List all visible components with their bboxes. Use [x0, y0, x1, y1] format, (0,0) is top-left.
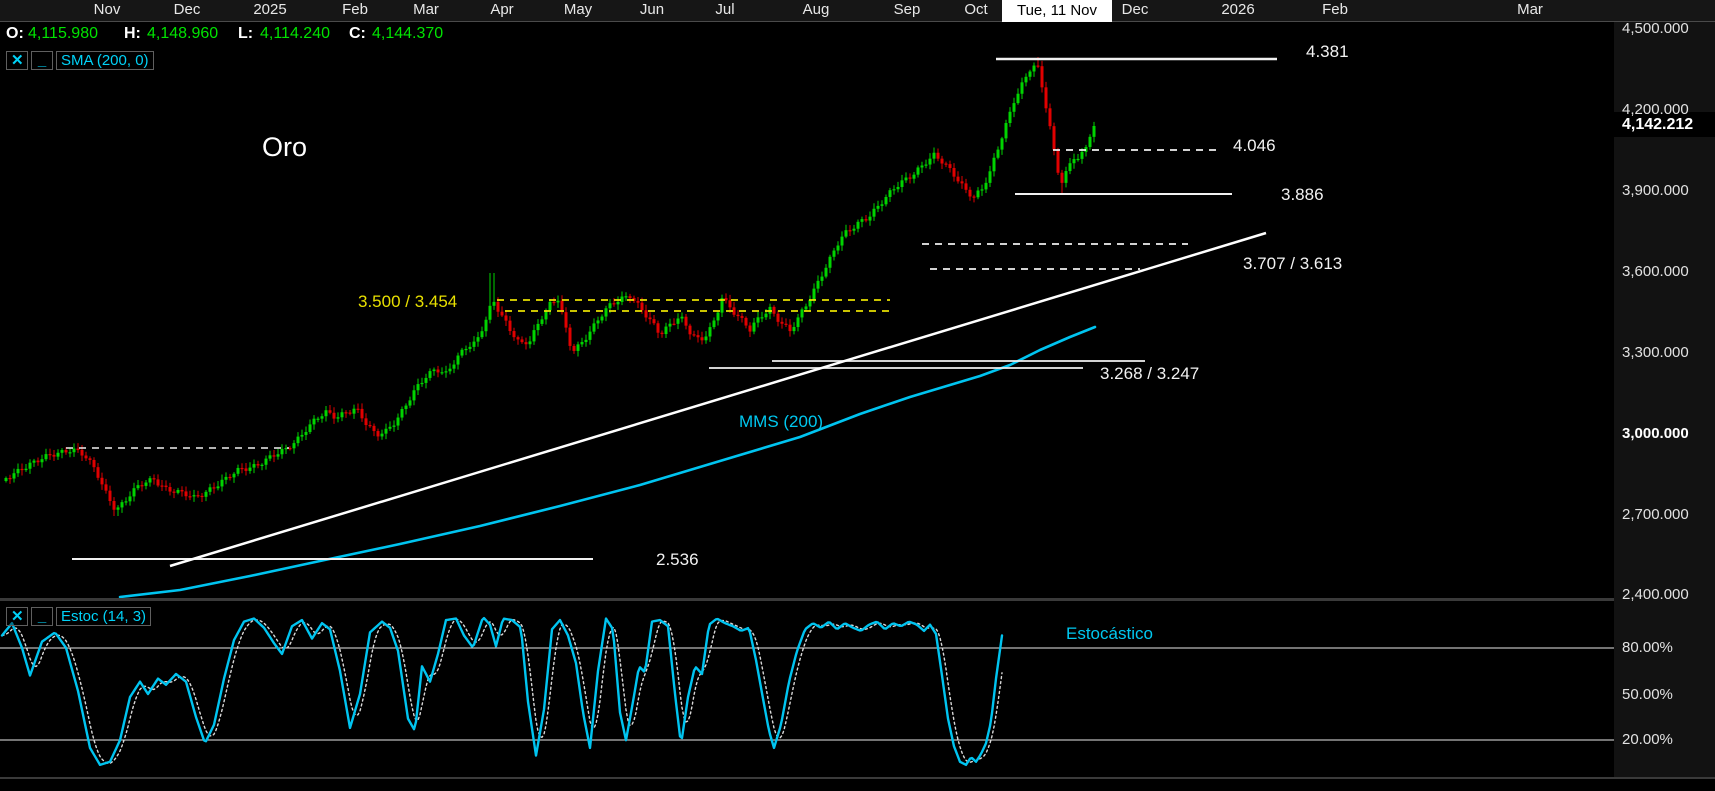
price-axis[interactable]: 4,142.212 4,500.000 4,200.000 3,900.000 3,6…: [1614, 20, 1715, 777]
month-label: Feb: [1322, 1, 1348, 18]
sma-indicator-chip: ✕ _ SMA (200, 0): [6, 51, 154, 70]
estoc-indicator-chip: ✕ _ Estoc (14, 3): [6, 607, 152, 626]
month-label: Apr: [490, 1, 514, 18]
month-label: Mar: [413, 1, 439, 18]
level-label-2536: 2.536: [656, 550, 699, 569]
estoc-close-button[interactable]: ✕: [6, 607, 28, 626]
stochastic-panel[interactable]: [0, 601, 1614, 777]
month-label: Mar: [1517, 1, 1543, 18]
bottom-separator: [0, 777, 1715, 779]
sma-minimize-button[interactable]: _: [31, 51, 53, 70]
estoc-minimize-button[interactable]: _: [31, 607, 53, 626]
month-label: Nov: [93, 1, 121, 18]
month-label: Feb: [342, 1, 368, 18]
crosshair-date-box: Tue, 11 Nov 2025: [1002, 0, 1112, 40]
month-label: Oct: [964, 1, 988, 18]
close-value: 4,144.370: [372, 25, 444, 42]
month-label: May: [563, 1, 593, 18]
price-tick: 2,400.000: [1622, 586, 1689, 603]
level-label-3707-3613: 3.707 / 3.613: [1243, 254, 1343, 273]
month-label: Sep: [893, 1, 921, 18]
high-label: H:: [124, 25, 141, 42]
candlestick-chart: [4, 57, 1277, 599]
month-label: Aug: [802, 1, 830, 18]
symbol-title: Oro: [262, 132, 308, 162]
month-label: 2025: [253, 1, 287, 18]
open-label: O:: [6, 25, 24, 42]
price-tick: 3,000.000: [1622, 425, 1689, 442]
month-label: 2026: [1221, 1, 1255, 18]
close-label: C:: [349, 25, 366, 42]
stochastic-chart: [0, 616, 1614, 767]
level-label-3500-3454: 3.500 / 3.454: [358, 292, 458, 311]
sma-indicator-label[interactable]: SMA (200, 0): [56, 51, 154, 70]
high-value: 4,148.960: [147, 25, 219, 42]
stoch-tick: 80.00%: [1622, 639, 1673, 656]
stoch-tick: 50.00%: [1622, 686, 1673, 703]
low-value: 4,114.240: [260, 25, 330, 42]
level-label-4381: 4.381: [1306, 42, 1349, 61]
month-label: Dec: [173, 1, 201, 18]
sma-line-label: MMS (200): [739, 412, 824, 431]
price-tick: 3,900.000: [1622, 182, 1689, 199]
level-label-3886: 3.886: [1281, 185, 1324, 204]
price-tick: 2,700.000: [1622, 506, 1689, 523]
price-tick: 3,600.000: [1622, 263, 1689, 280]
panel-separator[interactable]: [0, 598, 1715, 601]
month-label: Jul: [715, 1, 735, 18]
level-label-3268-3247: 3.268 / 3.247: [1100, 364, 1200, 383]
time-axis[interactable]: Nov Dec 2025 Feb Mar Apr May Jun Jul Aug Sep Oct Dec…: [0, 0, 1715, 22]
low-label: L:: [238, 25, 254, 42]
open-value: 4,115.980: [28, 25, 98, 42]
estoc-indicator-label[interactable]: Estoc (14, 3): [56, 607, 152, 626]
stoch-line-label: Estocástico: [1066, 624, 1153, 643]
main-chart-area[interactable]: [0, 22, 1614, 599]
price-tick: 4,200.000: [1622, 101, 1689, 118]
current-price-tag: 4,142.212: [1614, 112, 1715, 137]
sma-close-button[interactable]: ✕: [6, 51, 28, 70]
stoch-tick: 20.00%: [1622, 731, 1673, 748]
level-label-4046: 4.046: [1233, 136, 1276, 155]
month-label: Dec: [1121, 1, 1149, 18]
price-tick: 4,500.000: [1622, 20, 1689, 37]
month-label: Jun: [639, 1, 665, 18]
price-tick: 3,300.000: [1622, 344, 1689, 361]
